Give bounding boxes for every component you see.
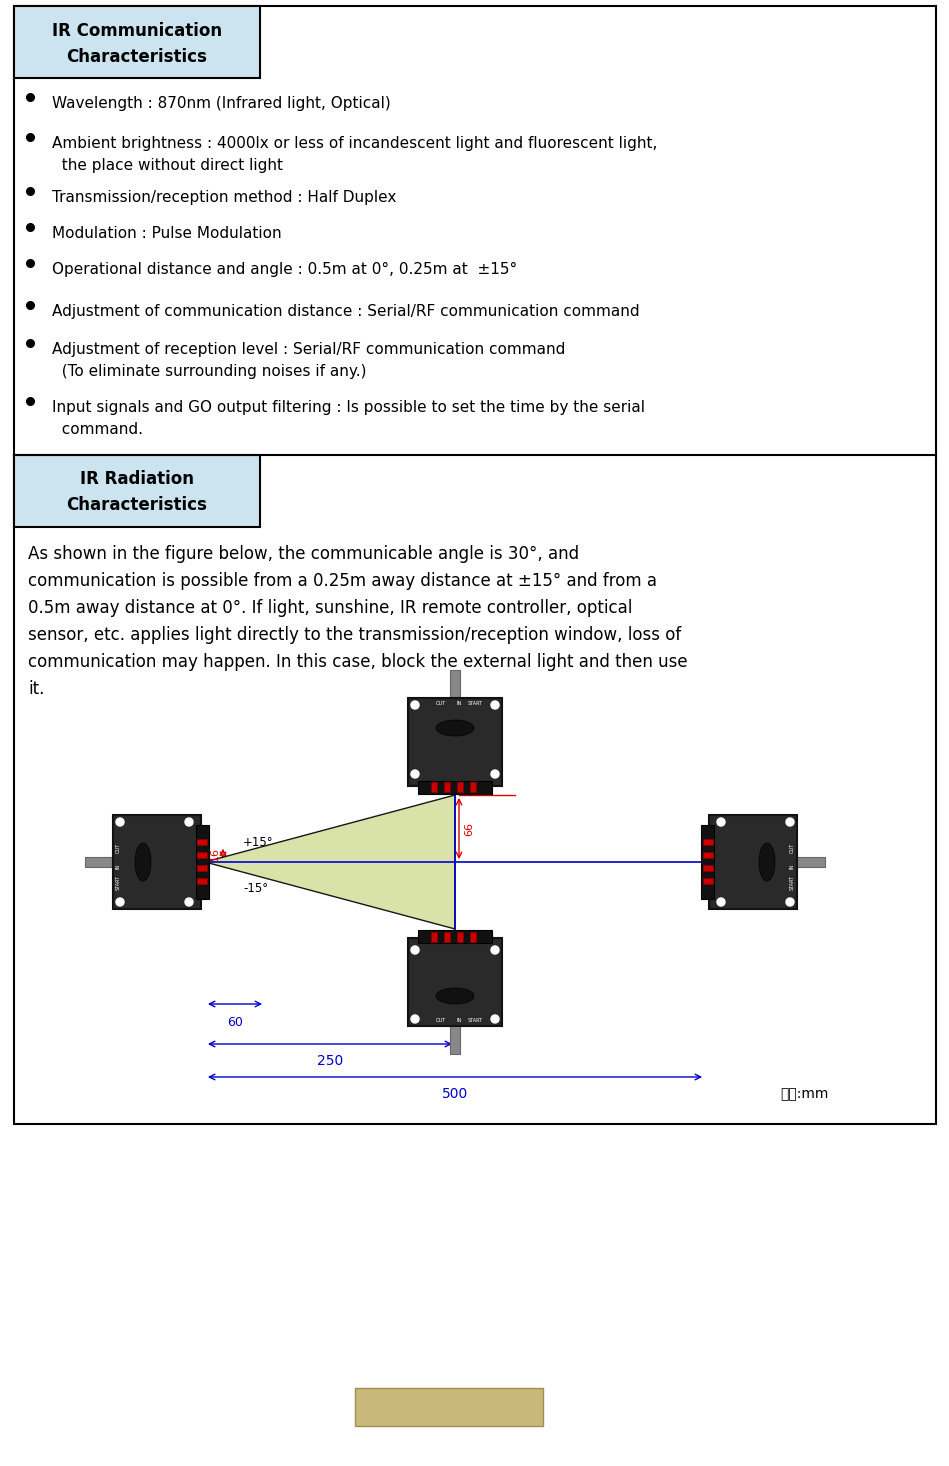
Text: IN: IN [456, 1019, 461, 1023]
Text: 66: 66 [464, 821, 474, 836]
Ellipse shape [759, 843, 775, 881]
Bar [444, 932, 450, 943]
Bar [769, 855, 797, 869]
Text: Modulation : Pulse Modulation: Modulation : Pulse Modulation [52, 226, 282, 240]
Bar [431, 932, 437, 943]
Text: IR Radiation
Characteristics: IR Radiation Characteristics [66, 471, 208, 513]
Bar [450, 1023, 460, 1054]
Text: OUT: OUT [436, 701, 446, 705]
Circle shape [411, 1014, 419, 1023]
Bar [408, 698, 502, 786]
Text: command.: command. [52, 422, 143, 437]
Text: START: START [116, 874, 121, 890]
Bar [85, 858, 115, 866]
Circle shape [411, 701, 419, 710]
Text: -15°: -15° [243, 881, 269, 894]
Text: Operational distance and angle : 0.5m at 0°, 0.25m at  ±15°: Operational distance and angle : 0.5m at… [52, 262, 517, 277]
Bar [448, 998, 462, 1026]
Circle shape [786, 818, 794, 825]
Bar [470, 932, 476, 943]
Text: 500: 500 [442, 1086, 468, 1101]
Circle shape [411, 770, 419, 778]
Bar [703, 852, 713, 858]
Text: (To eliminate surrounding noises if any.): (To eliminate surrounding noises if any.… [52, 364, 366, 380]
Circle shape [717, 818, 725, 825]
Bar [196, 825, 209, 899]
Bar [450, 670, 460, 699]
Text: sensor, etc. applies light directly to the transmission/reception window, loss o: sensor, etc. applies light directly to t… [28, 626, 681, 644]
Text: IN: IN [116, 863, 121, 869]
Bar [408, 938, 502, 1026]
Text: it.: it. [28, 680, 45, 698]
Circle shape [116, 899, 124, 906]
Ellipse shape [135, 843, 151, 881]
Circle shape [491, 770, 499, 778]
Bar [197, 852, 207, 858]
Circle shape [116, 818, 124, 825]
Text: Wavelength : 870nm (Infrared light, Optical): Wavelength : 870nm (Infrared light, Opti… [52, 95, 391, 111]
Text: +15°: +15° [243, 836, 273, 849]
Text: START: START [790, 874, 794, 890]
Circle shape [491, 946, 499, 954]
Text: 250: 250 [317, 1054, 344, 1069]
Text: communication may happen. In this case, block the external light and then use: communication may happen. In this case, … [28, 652, 688, 671]
Bar [703, 865, 713, 871]
Text: IR Communication
Characteristics: IR Communication Characteristics [52, 22, 222, 66]
Circle shape [717, 899, 725, 906]
Text: 60: 60 [227, 1016, 243, 1029]
Circle shape [185, 818, 193, 825]
Bar [14, 6, 260, 78]
Text: START: START [468, 701, 482, 705]
Text: OUT: OUT [790, 843, 794, 853]
Text: Ambient brightness : 4000lx or less of incandescent light and fluorescent light,: Ambient brightness : 4000lx or less of i… [52, 136, 658, 151]
Polygon shape [205, 795, 455, 929]
Ellipse shape [436, 720, 474, 736]
Bar [418, 781, 492, 795]
Bar [795, 858, 825, 866]
Text: Input signals and GO output filtering : Is possible to set the time by the seria: Input signals and GO output filtering : … [52, 400, 645, 415]
Text: 단위:mm: 단위:mm [780, 1086, 828, 1101]
Bar [197, 865, 207, 871]
Text: communication is possible from a 0.25m away distance at ±15° and from a: communication is possible from a 0.25m a… [28, 572, 657, 589]
Bar [14, 454, 260, 526]
Bar [701, 825, 714, 899]
Text: IN: IN [456, 701, 461, 705]
Text: OUT: OUT [436, 1019, 446, 1023]
Text: 0.5m away distance at 0°. If light, sunshine, IR remote controller, optical: 0.5m away distance at 0°. If light, suns… [28, 600, 632, 617]
Bar [457, 781, 463, 792]
Text: Adjustment of reception level : Serial/RF communication command: Adjustment of reception level : Serial/R… [52, 342, 566, 358]
Text: IN: IN [790, 863, 794, 869]
Bar [113, 855, 141, 869]
Bar [14, 6, 936, 1124]
Bar [703, 839, 713, 844]
Bar [355, 1388, 543, 1426]
Text: Adjustment of communication distance : Serial/RF communication command: Adjustment of communication distance : S… [52, 303, 640, 320]
Text: START: START [468, 1019, 482, 1023]
Bar [431, 781, 437, 792]
Bar [470, 781, 476, 792]
Bar [703, 878, 713, 884]
Ellipse shape [436, 988, 474, 1004]
Bar [197, 878, 207, 884]
Bar [444, 781, 450, 792]
Circle shape [491, 701, 499, 710]
Bar [709, 815, 797, 909]
Text: 16: 16 [210, 847, 220, 861]
Bar [113, 815, 201, 909]
Circle shape [491, 1014, 499, 1023]
Text: Transmission/reception method : Half Duplex: Transmission/reception method : Half Dup… [52, 191, 397, 205]
Bar [418, 929, 492, 943]
Bar [457, 932, 463, 943]
Bar [197, 839, 207, 844]
Text: As shown in the figure below, the communicable angle is 30°, and: As shown in the figure below, the commun… [28, 545, 579, 563]
Text: the place without direct light: the place without direct light [52, 158, 283, 173]
Text: OUT: OUT [116, 843, 121, 853]
Circle shape [786, 899, 794, 906]
Bar [448, 698, 462, 726]
Circle shape [185, 899, 193, 906]
Circle shape [411, 946, 419, 954]
